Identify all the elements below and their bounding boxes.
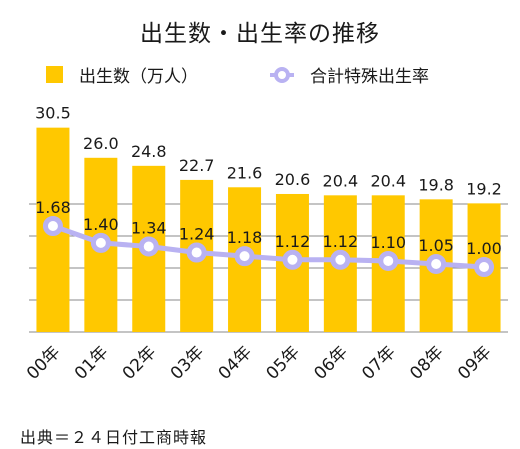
rate-value-label: 1.34 xyxy=(131,219,167,238)
bar-value-label: 19.8 xyxy=(418,175,454,194)
x-tick-label: 03年 xyxy=(167,342,208,383)
rate-value-label: 1.10 xyxy=(370,233,406,252)
combo-chart: 30.5 26.0 24.8 22.7 21.6 20.6 20.4 20.4 19.8 19.2… xyxy=(23,104,508,384)
x-tick-label: 01年 xyxy=(71,342,112,383)
legend-births-label: 出生数（万人） xyxy=(79,67,198,87)
rate-value-label: 1.00 xyxy=(466,239,502,258)
rate-point-03年 xyxy=(186,242,207,263)
rate-value-label: 1.24 xyxy=(179,225,215,244)
chart-title: 出生数・出生率の推移 xyxy=(140,21,380,47)
fertility-rate-line xyxy=(52,223,485,270)
bar-value-label: 22.7 xyxy=(179,156,215,175)
rate-point-01年 xyxy=(90,232,111,253)
legend-births: 出生数（万人） xyxy=(46,62,198,87)
legend-bar-swatch xyxy=(46,66,63,83)
bar-value-label: 30.5 xyxy=(35,104,71,123)
x-tick-label: 02年 xyxy=(119,342,160,383)
x-tick-label: 09年 xyxy=(454,342,495,383)
rate-point-05年 xyxy=(282,249,303,270)
rate-point-04年 xyxy=(234,246,255,267)
bar-value-label: 20.4 xyxy=(323,171,359,190)
rate-value-label: 1.05 xyxy=(418,236,454,255)
legend-fertility-label: 合計特殊出生率 xyxy=(310,67,429,87)
source-note: 出典＝２４日付工商時報 xyxy=(20,428,208,447)
x-tick-label: 06年 xyxy=(310,342,351,383)
bar-value-label: 20.4 xyxy=(370,171,406,190)
legend-fertility-rate: 合計特殊出生率 xyxy=(268,62,429,87)
bar-value-label: 19.2 xyxy=(466,179,502,198)
rate-point-07年 xyxy=(378,250,399,271)
x-tick-label: 07年 xyxy=(358,342,399,383)
x-tick-label: 00年 xyxy=(23,342,64,383)
bar-value-label: 21.6 xyxy=(227,163,263,182)
x-tick-label: 08年 xyxy=(406,342,447,383)
rate-value-label: 1.12 xyxy=(323,232,359,251)
bar-value-label: 20.6 xyxy=(275,170,311,189)
legend-line-swatch xyxy=(270,66,294,83)
rate-value-label: 1.18 xyxy=(227,228,263,247)
rate-point-08年 xyxy=(426,253,447,274)
rate-point-02年 xyxy=(138,236,159,257)
bar-value-label: 24.8 xyxy=(131,142,167,161)
x-tick-label: 04年 xyxy=(215,342,256,383)
rate-value-label: 1.68 xyxy=(35,198,71,217)
rate-point-00年 xyxy=(42,216,63,236)
x-tick-label: 05年 xyxy=(263,342,304,383)
rate-value-label: 1.12 xyxy=(275,232,311,251)
rate-point-06年 xyxy=(330,249,351,270)
rate-point-09年 xyxy=(474,257,495,277)
rate-value-label: 1.40 xyxy=(83,215,119,234)
bar-value-label: 26.0 xyxy=(83,134,119,153)
